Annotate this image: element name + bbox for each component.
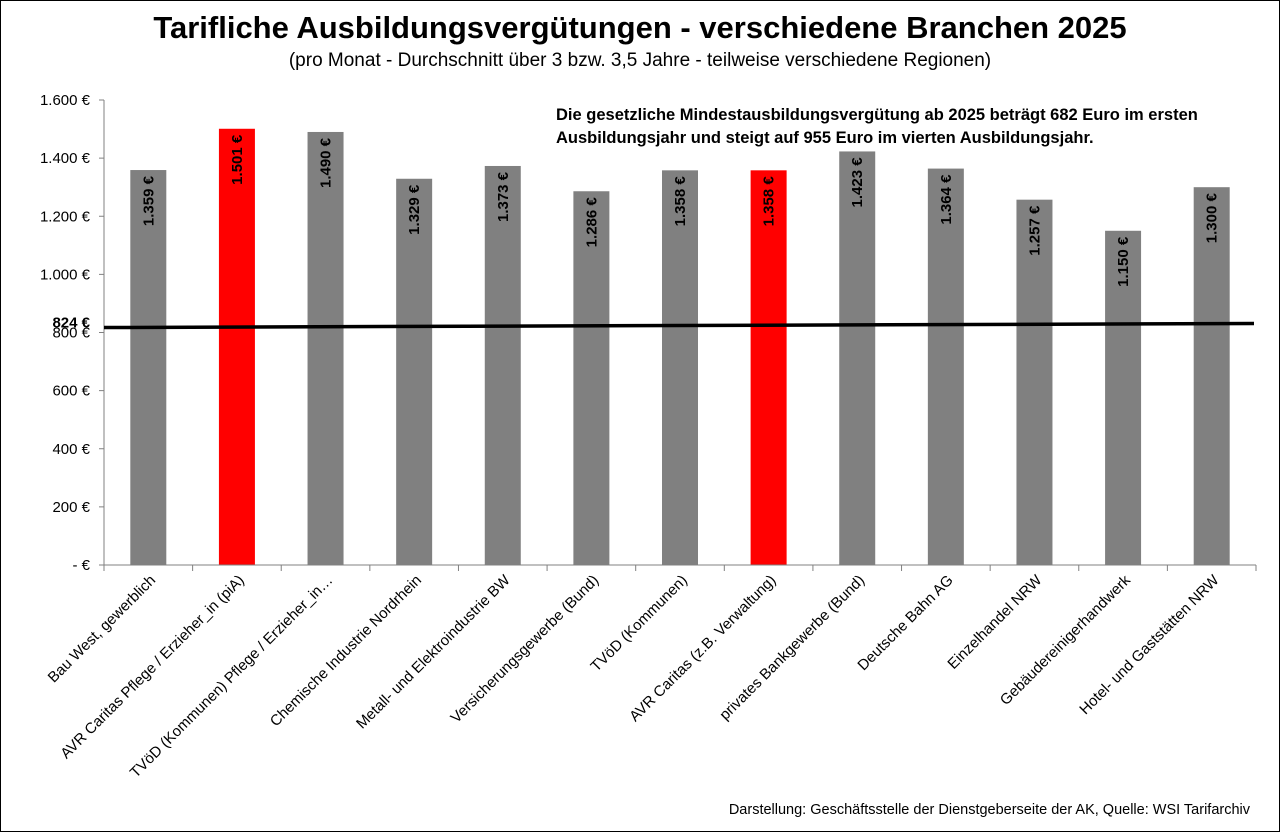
y-tick-label: 1.400 € — [40, 150, 91, 167]
category-label: Hotel- und Gaststätten NRW — [1076, 571, 1223, 718]
bar-value-label: 1.150 € — [1115, 236, 1132, 287]
source-note: Darstellung: Geschäftsstelle der Dienstg… — [728, 802, 1250, 818]
bar-value-label: 1.257 € — [1026, 205, 1043, 256]
bar-value-label: 1.300 € — [1204, 193, 1221, 244]
bar — [927, 168, 964, 565]
bar — [484, 165, 521, 566]
reference-line-group: 824 € — [52, 315, 1255, 332]
category-label: TVöD (Kommunen) — [587, 572, 690, 675]
category-label: AVR Caritas Pflege / Erzieher_in (piA) — [57, 572, 247, 762]
category-label: Versicherungsgewerbe (Bund) — [448, 572, 603, 727]
y-tick-label: 400 € — [52, 441, 90, 458]
bar — [573, 191, 610, 565]
bar-value-label: 1.364 € — [938, 174, 955, 225]
category-label: Metall- und Elektroindustrie BW — [353, 571, 514, 732]
bar — [396, 178, 433, 565]
y-tick-label: 1.600 € — [40, 92, 91, 109]
bar — [839, 151, 876, 566]
y-tick-label: 800 € — [52, 325, 90, 342]
category-label: TVöD (Kommunen) Pflege / Erzieher_in… — [127, 572, 337, 782]
category-label: Einzelhandel NRW — [944, 571, 1045, 672]
bar — [1193, 187, 1230, 565]
minimum-wage-note: Die gesetzliche Mindestausbildungsvergüt… — [556, 106, 1198, 147]
bar — [1016, 199, 1053, 565]
y-axis: - € 200 € 400 € 600 € 800 € 1.000 € 1.200 € 1.4… — [40, 92, 105, 574]
bar — [307, 131, 344, 565]
chart-title: Tarifliche Ausbildungsvergütungen - vers… — [153, 10, 1127, 45]
bars: 1.359 € 1.501 € 1.490 € 1.329 € 1.373 € 1.286… — [130, 128, 1230, 566]
bar-value-label: 1.358 € — [761, 176, 778, 227]
bar-value-label: 1.490 € — [318, 137, 335, 188]
category-label: Chemische Industrie Nordrhein — [267, 572, 425, 730]
bar — [750, 170, 787, 566]
bar — [130, 170, 167, 565]
category-label: privates Bankgewerbe (Bund) — [716, 572, 868, 724]
reference-line — [103, 321, 1255, 330]
chart-subtitle: (pro Monat - Durchschnitt über 3 bzw. 3,… — [288, 50, 992, 71]
bar-value-label: 1.501 € — [229, 134, 246, 185]
bar-value-label: 1.286 € — [583, 197, 600, 248]
bar-value-label: 1.329 € — [406, 184, 423, 235]
reference-line-label: 824 € — [52, 315, 90, 332]
bar-value-label: 1.359 € — [140, 175, 157, 226]
y-tick-label: 1.000 € — [40, 266, 91, 283]
bar-value-label: 1.358 € — [672, 176, 689, 227]
bar — [1105, 230, 1142, 565]
bar — [218, 128, 255, 565]
bar-value-label: 1.423 € — [849, 157, 866, 208]
y-tick-label: 1.200 € — [40, 208, 91, 225]
bar — [662, 170, 698, 566]
y-tick-label: 600 € — [52, 383, 90, 400]
bar-value-label: 1.373 € — [495, 171, 512, 222]
y-tick-label: - € — [72, 557, 90, 574]
category-label: Deutsche Bahn AG — [854, 572, 956, 674]
category-label: AVR Caritas (z.B. Verwaltung) — [626, 572, 779, 725]
y-tick-label: 200 € — [52, 499, 90, 516]
